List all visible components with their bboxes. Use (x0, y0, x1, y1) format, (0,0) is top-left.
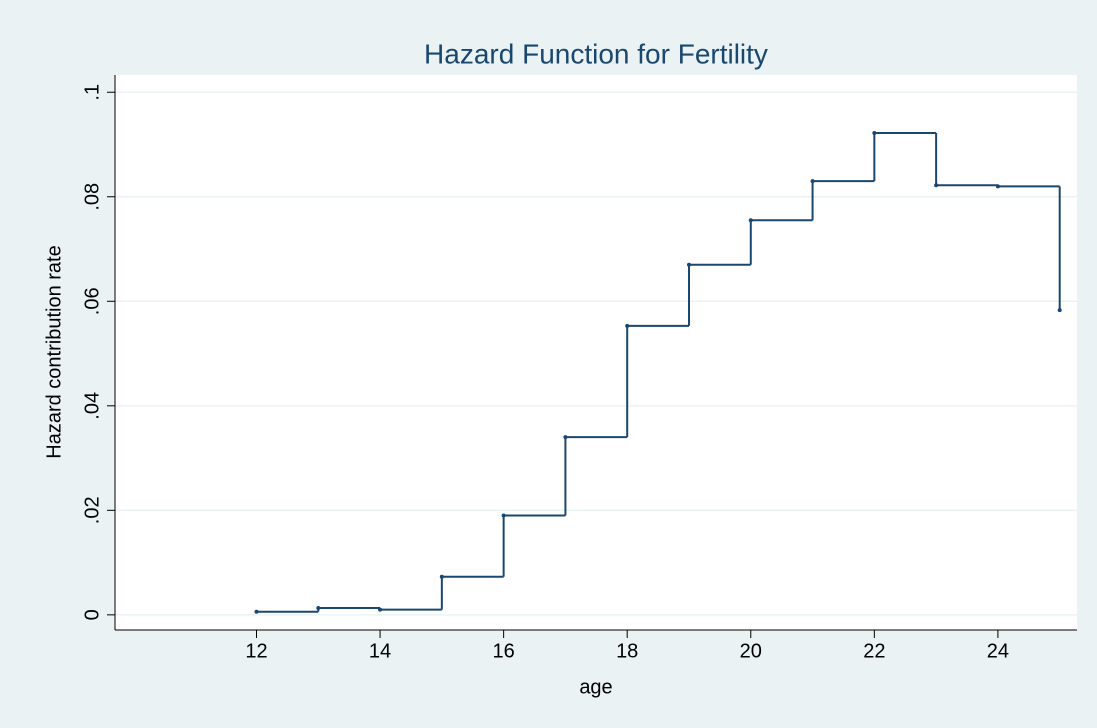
plot-area (115, 75, 1077, 630)
y-tick-label: 0 (81, 609, 103, 620)
chart-title: Hazard Function for Fertility (424, 38, 768, 69)
point (748, 218, 753, 223)
point (934, 183, 939, 188)
y-tick-label: .1 (81, 84, 103, 101)
point (810, 179, 815, 184)
point (625, 323, 630, 328)
y-tick-label: .02 (81, 496, 103, 524)
y-tick-label: .08 (81, 183, 103, 211)
x-tick-label: 20 (740, 640, 762, 662)
x-tick-label: 14 (369, 640, 391, 662)
x-tick-label: 24 (987, 640, 1009, 662)
y-axis-label: Hazard contribution rate (43, 245, 65, 458)
point (1057, 308, 1062, 313)
point (563, 435, 568, 440)
x-tick-label: 12 (245, 640, 267, 662)
point (686, 262, 691, 267)
point (254, 609, 259, 614)
y-tick-label: .06 (81, 287, 103, 315)
point (439, 574, 444, 579)
point (316, 606, 321, 611)
point (378, 607, 383, 612)
y-tick-label: .04 (81, 392, 103, 420)
x-tick-label: 22 (863, 640, 885, 662)
x-axis-label: age (579, 676, 612, 698)
point (995, 184, 1000, 189)
x-tick-label: 18 (616, 640, 638, 662)
point (501, 513, 506, 518)
point (872, 131, 877, 136)
x-tick-label: 16 (493, 640, 515, 662)
